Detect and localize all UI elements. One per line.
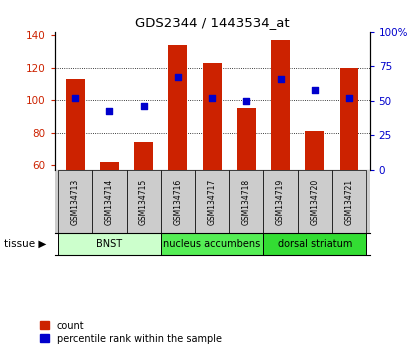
Bar [229,170,263,233]
Point [209,95,215,101]
Bar [58,170,92,233]
Text: GSM134719: GSM134719 [276,178,285,225]
Text: nucleus accumbens: nucleus accumbens [163,239,261,249]
Bar [58,233,161,255]
Text: GSM134720: GSM134720 [310,178,319,225]
Point [140,104,147,109]
Point [312,87,318,93]
Text: GSM134718: GSM134718 [242,178,251,225]
Bar [126,170,161,233]
Bar [161,233,263,255]
Bar [271,40,290,170]
Bar [66,79,84,170]
Point [346,95,352,101]
Bar [168,45,187,170]
Point [277,76,284,82]
Bar [340,68,359,170]
Bar [332,170,366,233]
Text: GSM134714: GSM134714 [105,178,114,225]
Bar [263,233,366,255]
Bar [92,170,126,233]
Text: GSM134717: GSM134717 [207,178,217,225]
Text: GSM134721: GSM134721 [344,178,354,225]
Point [106,108,113,113]
Bar [263,170,298,233]
Bar [237,108,256,170]
Bar [195,170,229,233]
Bar [298,170,332,233]
Text: dorsal striatum: dorsal striatum [278,239,352,249]
Legend: count, percentile rank within the sample: count, percentile rank within the sample [39,319,224,346]
Title: GDS2344 / 1443534_at: GDS2344 / 1443534_at [135,16,289,29]
Point [243,98,250,104]
Point [72,95,79,101]
Bar [305,131,324,170]
Bar [203,63,221,170]
Text: GSM134716: GSM134716 [173,178,182,225]
Bar [134,142,153,170]
Bar [161,170,195,233]
Text: BNST: BNST [96,239,123,249]
Bar [100,162,119,170]
Point [174,75,181,80]
Text: GSM134713: GSM134713 [71,178,80,225]
Text: GSM134715: GSM134715 [139,178,148,225]
Text: tissue ▶: tissue ▶ [4,239,47,249]
